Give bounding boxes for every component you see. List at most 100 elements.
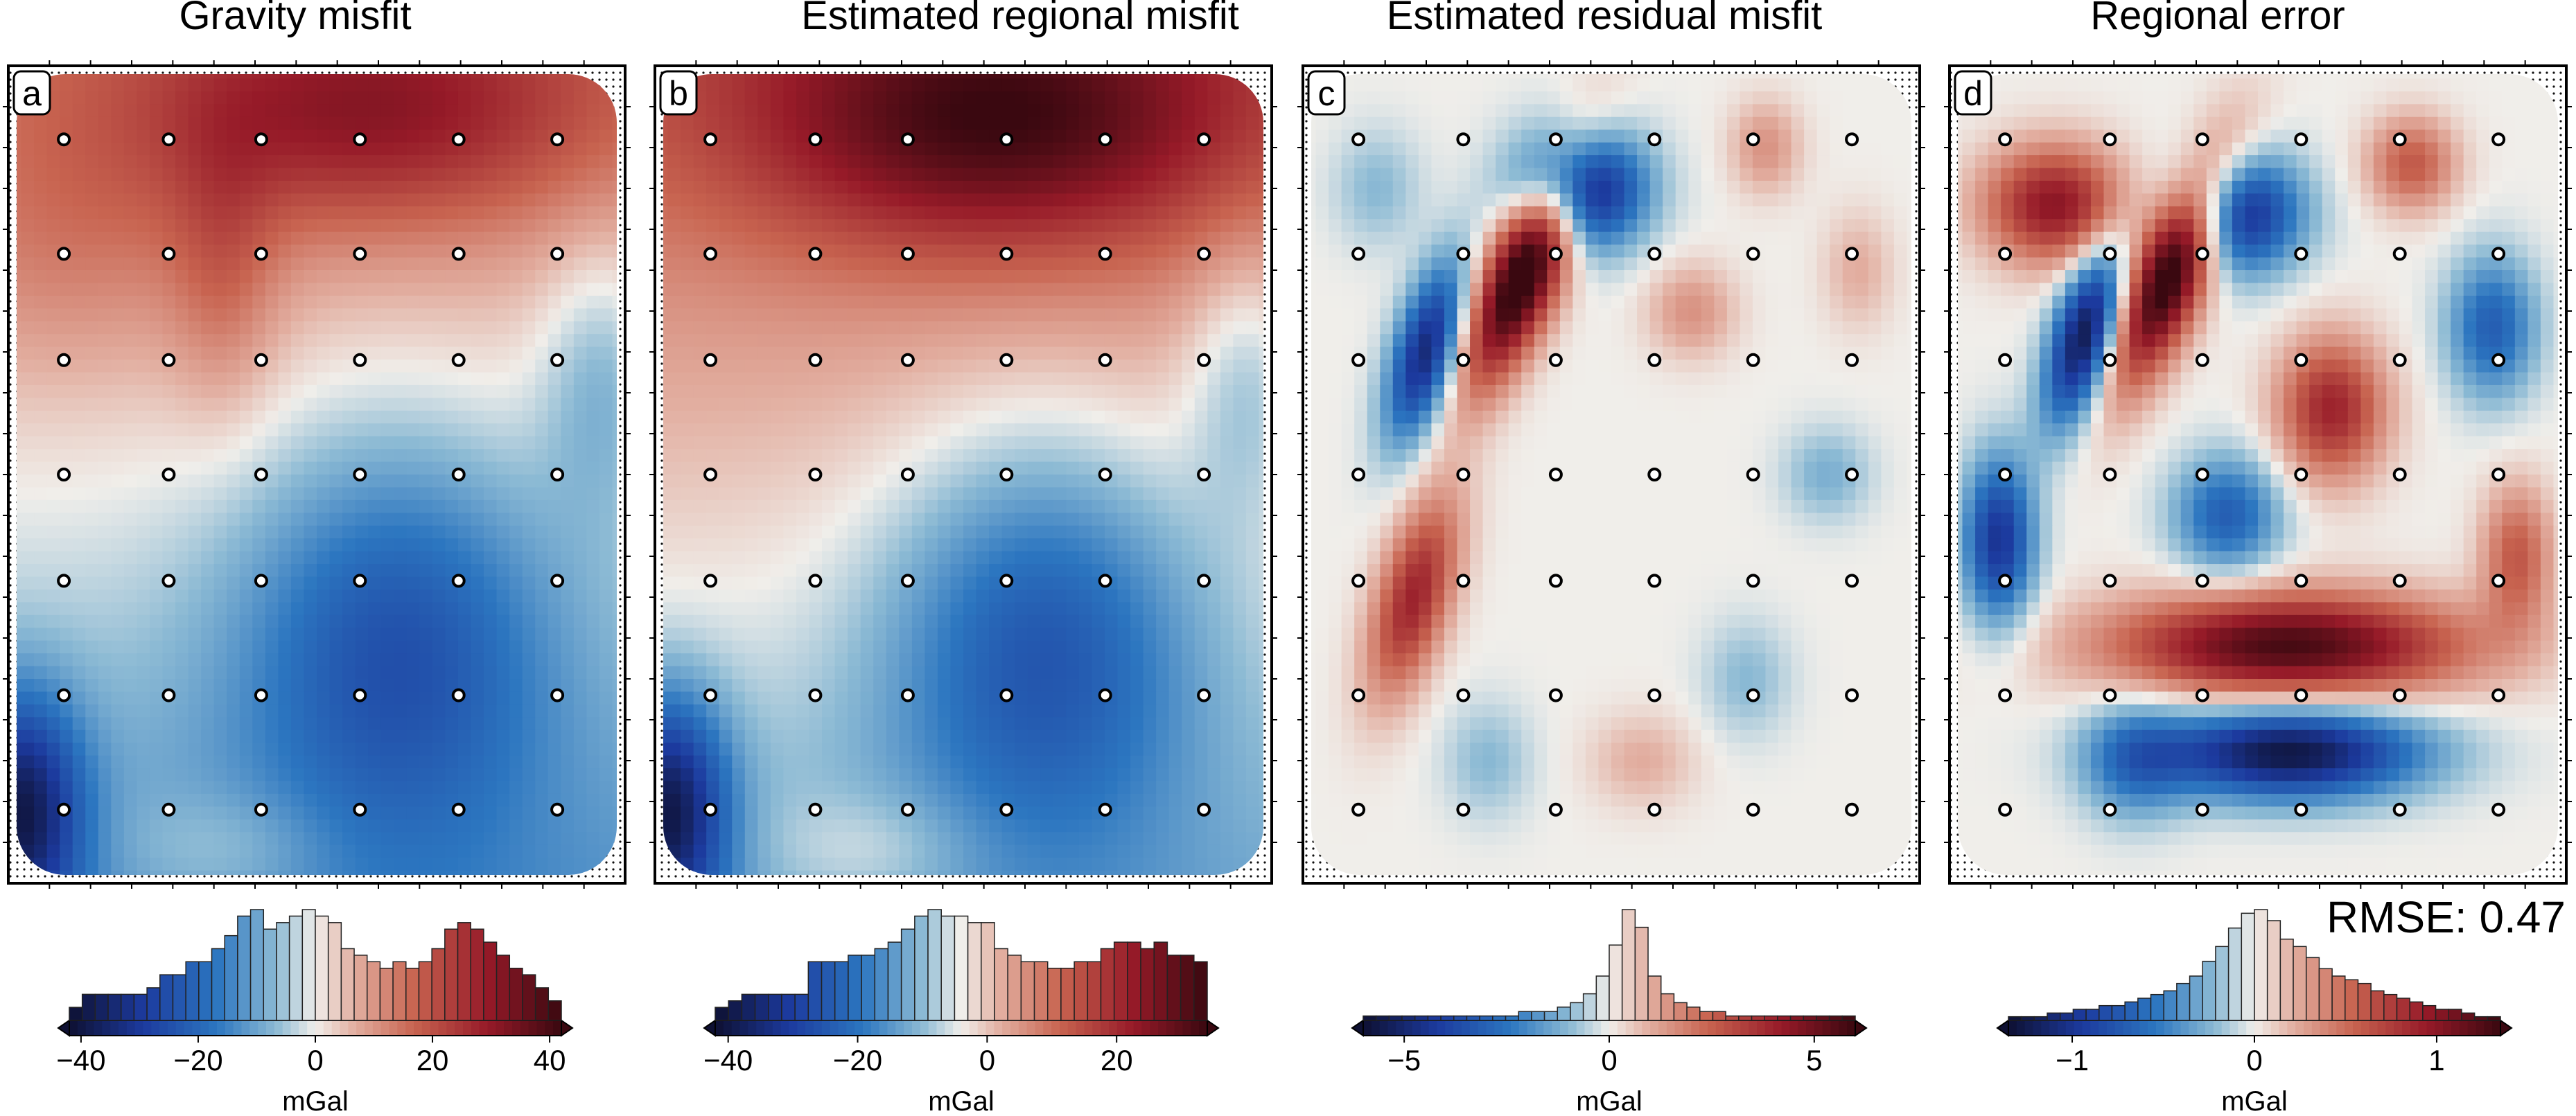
station-marker <box>451 468 466 481</box>
station-marker <box>161 574 176 588</box>
station-marker <box>999 132 1014 147</box>
histogram-bar <box>848 955 862 1021</box>
histogram-bar <box>2227 927 2243 1021</box>
station-marker <box>451 802 466 817</box>
histogram-bar <box>1414 1015 1429 1021</box>
station-marker <box>1647 688 1662 702</box>
histogram-bar <box>1570 1002 1584 1021</box>
heatmap <box>663 74 1263 875</box>
station-marker <box>254 802 268 817</box>
histogram-bar <box>1828 1015 1843 1021</box>
title-panel-a: Gravity misfit <box>179 0 411 38</box>
histogram-bar <box>1388 1015 1403 1021</box>
colorbar-max-arrow <box>561 1019 574 1037</box>
histogram-bar <box>1166 955 1182 1021</box>
station-marker <box>254 468 268 481</box>
histogram-bar <box>1816 1015 1830 1021</box>
station-marker <box>1746 574 1760 588</box>
histogram-bar <box>444 928 459 1021</box>
histogram-bar <box>834 961 849 1021</box>
station-marker <box>1548 574 1563 588</box>
title-panel-c: Estimated residual misfit <box>1387 0 1823 38</box>
histogram-bar <box>2305 957 2320 1021</box>
histogram-bar <box>1100 948 1115 1021</box>
station-marker <box>1351 802 1366 817</box>
station-marker <box>2103 353 2117 367</box>
station-marker <box>703 688 718 702</box>
histogram-bar <box>522 974 536 1021</box>
station-marker <box>2491 132 2506 147</box>
station-marker <box>1845 247 1859 261</box>
histogram-bar <box>1647 975 1662 1021</box>
histogram-bar <box>2163 990 2178 1021</box>
histogram-bar <box>81 993 96 1021</box>
station-marker <box>2392 688 2407 702</box>
histogram-bar <box>1518 1011 1532 1021</box>
station-marker <box>1197 802 1211 817</box>
histogram-bar <box>483 941 498 1021</box>
station-marker <box>703 574 718 588</box>
histogram-bar <box>1046 967 1062 1021</box>
station-marker <box>2195 688 2209 702</box>
histogram-bar <box>1180 955 1195 1021</box>
histogram-bar <box>2357 982 2372 1021</box>
station-marker <box>1548 247 1563 261</box>
panel-b: b <box>649 60 1277 889</box>
panel-label: b <box>669 74 688 113</box>
heatmap <box>17 74 617 875</box>
panel-label-box <box>659 70 698 116</box>
histogram-bar <box>1140 948 1155 1021</box>
station-marker <box>1456 802 1471 817</box>
histogram-bar <box>874 948 889 1021</box>
station-marker <box>808 247 823 261</box>
histogram-bar <box>405 967 420 1021</box>
histogram-bar <box>2241 912 2255 1021</box>
histogram-bar <box>1479 1015 1493 1021</box>
histogram-bar <box>1453 1015 1468 1021</box>
station-marker <box>1456 574 1471 588</box>
station-marker <box>2491 574 2506 588</box>
station-marker <box>999 802 1014 817</box>
station-marker <box>161 688 176 702</box>
station-marker <box>2294 802 2308 817</box>
histogram-bar <box>2189 975 2204 1021</box>
station-marker <box>1845 132 1859 147</box>
station-marker <box>900 574 915 588</box>
colorbar-tick-label: −40 <box>703 1044 753 1077</box>
colorbar-tick-label: 0 <box>1601 1044 1617 1077</box>
histogram-bar <box>2059 1012 2074 1021</box>
station-marker <box>57 802 71 817</box>
histogram-bar <box>2150 993 2164 1021</box>
histogram-bar <box>2293 946 2307 1021</box>
panel-label-box <box>1954 70 1992 116</box>
station-marker <box>2195 132 2209 147</box>
histogram-bar <box>1673 1002 1688 1021</box>
station-marker <box>2195 802 2209 817</box>
station-marker <box>1197 353 1211 367</box>
station-marker <box>1746 688 1760 702</box>
station-marker <box>1548 353 1563 367</box>
station-marker <box>1351 247 1366 261</box>
station-marker <box>161 802 176 817</box>
station-marker <box>900 353 915 367</box>
panel-d: d <box>1944 60 2572 889</box>
station-marker <box>57 574 71 588</box>
station-marker <box>353 247 367 261</box>
colorbar-tick-label: −1 <box>2056 1044 2089 1077</box>
histogram-bar <box>861 955 876 1021</box>
station-marker <box>999 574 1014 588</box>
station-marker <box>451 688 466 702</box>
station-marker <box>1845 802 1859 817</box>
histogram-bar <box>1060 967 1075 1021</box>
station-marker <box>1456 688 1471 702</box>
station-marker <box>254 132 268 147</box>
station-marker <box>900 688 915 702</box>
histogram-bar <box>954 915 969 1021</box>
station-marker <box>2103 688 2117 702</box>
histogram-bar <box>534 987 550 1021</box>
colorbar-tick-label: −5 <box>1387 1044 1421 1077</box>
station-marker <box>2294 574 2308 588</box>
station-marker <box>1845 574 1859 588</box>
colorbar-tick-label: −20 <box>833 1044 882 1077</box>
station-marker <box>1746 468 1760 481</box>
